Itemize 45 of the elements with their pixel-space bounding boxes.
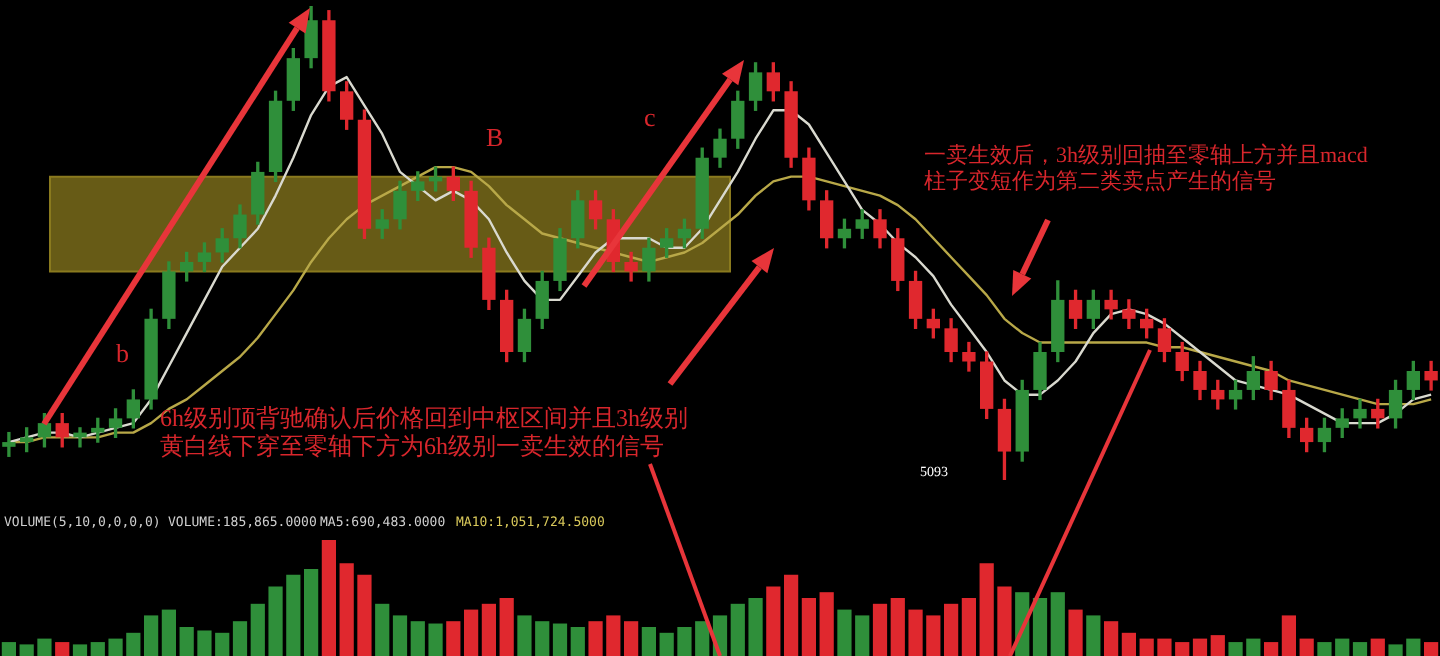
bar bbox=[232, 621, 248, 656]
bar bbox=[1068, 609, 1083, 656]
bar bbox=[641, 627, 656, 656]
bar bbox=[1104, 621, 1119, 656]
bar bbox=[446, 621, 461, 656]
bar bbox=[144, 615, 159, 656]
bar bbox=[1121, 632, 1136, 656]
bar bbox=[1424, 642, 1439, 656]
bar bbox=[1086, 615, 1101, 656]
bar bbox=[1192, 638, 1208, 656]
bar bbox=[55, 642, 70, 656]
bar bbox=[1050, 592, 1065, 656]
bar bbox=[1352, 642, 1368, 656]
bar bbox=[766, 586, 781, 656]
annotation: b bbox=[116, 338, 129, 370]
bar bbox=[1, 642, 16, 656]
bar bbox=[944, 603, 959, 656]
annotation: 6h级别顶背驰确认后价格回到中枢区间并且3h级别黄白线下穿至零轴下方为6h级别一卖生效的信号 bbox=[160, 404, 690, 462]
bar bbox=[304, 569, 319, 656]
bar bbox=[321, 540, 336, 656]
bar bbox=[784, 574, 799, 656]
bar bbox=[392, 615, 408, 656]
bar bbox=[1032, 598, 1048, 656]
annotation: B bbox=[486, 122, 504, 154]
bar bbox=[819, 592, 834, 656]
bar bbox=[552, 623, 568, 656]
candlestick bbox=[2, 431, 16, 457]
bar bbox=[161, 609, 176, 656]
bar bbox=[961, 598, 976, 656]
annotation: c bbox=[644, 102, 656, 134]
bar bbox=[624, 621, 639, 656]
bar bbox=[1299, 638, 1314, 656]
bar bbox=[1370, 638, 1385, 656]
bar bbox=[872, 603, 888, 656]
bar bbox=[570, 627, 585, 656]
bar bbox=[375, 603, 390, 656]
bar bbox=[481, 603, 496, 656]
bar bbox=[464, 609, 479, 656]
bar bbox=[1210, 635, 1225, 656]
bar bbox=[1264, 642, 1279, 656]
bar bbox=[72, 644, 88, 656]
bar bbox=[1281, 615, 1296, 656]
bar bbox=[801, 598, 816, 656]
bar bbox=[499, 598, 514, 656]
annotation: 一卖生效后，3h级别回抽至零轴上方并且macd柱子变短作为第二类卖点产生的信号 bbox=[924, 144, 1370, 195]
